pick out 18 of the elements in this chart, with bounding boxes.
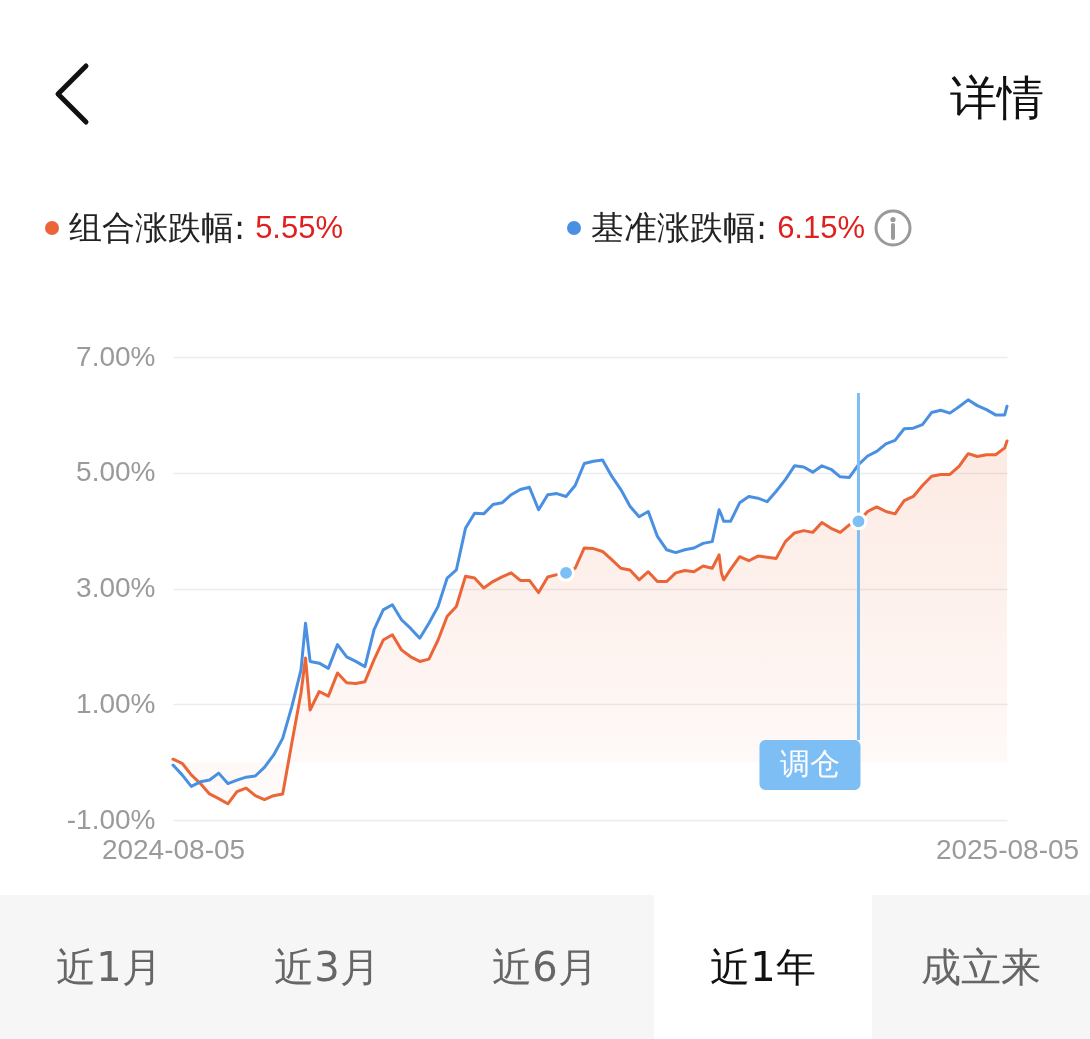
text: 近1年 <box>654 895 872 1039</box>
y-tick-label: 5.00% <box>76 456 156 488</box>
ref-line-label: 调仓 <box>780 746 841 781</box>
y-tick-label: 7.00% <box>76 340 156 372</box>
text: 近1月 <box>55 942 163 992</box>
y-tick-label: -1.00% <box>66 803 156 835</box>
x-tick-label: 2024-08-05 <box>101 833 246 865</box>
y-tick-label: 3.00% <box>76 572 156 603</box>
legend-label: 基准涨跌幅: <box>591 206 768 249</box>
text: 近6月 <box>491 942 599 992</box>
legend-label: 组合涨跌幅: <box>69 206 246 249</box>
text: 近3月 <box>273 942 381 992</box>
y-tick-label: 1.00% <box>76 687 156 719</box>
text: 成立来 <box>920 942 1042 992</box>
x-tick-label: 2025-08-05 <box>935 833 1080 865</box>
text: 5.55% <box>255 210 344 246</box>
text: 6.15% <box>777 210 866 246</box>
text: 详情 <box>950 69 1044 127</box>
